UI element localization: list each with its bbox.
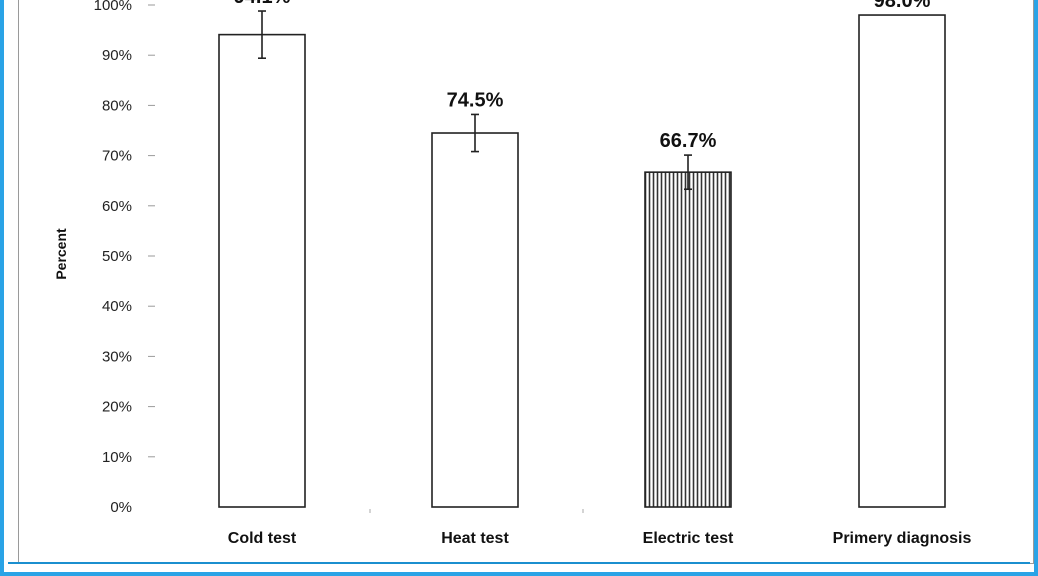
y-tick-label: 20%	[102, 399, 132, 416]
y-tick-label: 70%	[102, 148, 132, 165]
y-tick-label: 50%	[102, 248, 132, 265]
y-tick-label: 100%	[94, 0, 132, 14]
x-category-label: Heat test	[441, 530, 509, 547]
x-category-label: Primery diagnosis	[833, 530, 972, 547]
y-tick-label: 10%	[102, 449, 132, 466]
bar	[218, 33, 306, 508]
x-category-label: Electric test	[643, 530, 734, 547]
data-label: 74.5%	[447, 89, 504, 111]
data-label: 66.7%	[660, 130, 717, 152]
y-tick-label: 40%	[102, 298, 132, 315]
data-label: 98.0%	[874, 0, 931, 12]
frame-bottom-line	[8, 562, 1030, 564]
bar	[431, 132, 519, 508]
y-tick-label: 60%	[102, 198, 132, 215]
data-label: 94.1%	[234, 0, 291, 8]
y-tick-label: 30%	[102, 348, 132, 365]
bar	[644, 171, 732, 508]
y-axis-title: Percent	[53, 228, 69, 280]
y-tick-label: 90%	[102, 47, 132, 64]
y-tick-label: 0%	[110, 499, 132, 516]
y-tick-label: 80%	[102, 97, 132, 114]
x-category-label: Cold test	[228, 530, 297, 547]
bar	[858, 14, 946, 508]
